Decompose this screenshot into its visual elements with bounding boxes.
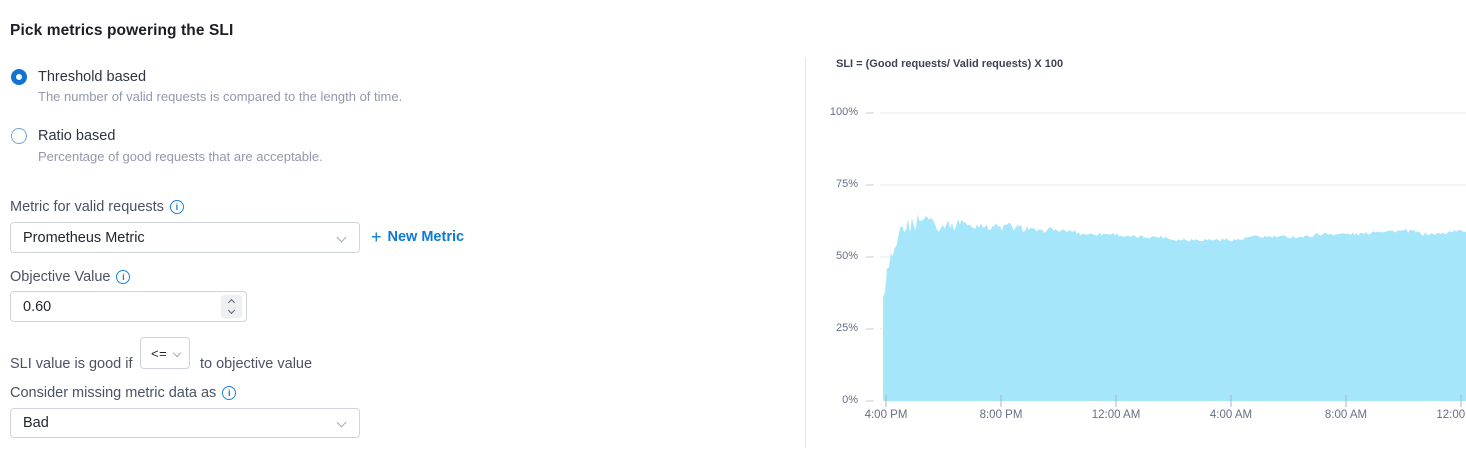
y-axis-tick-label: 100% — [829, 106, 858, 118]
missing-data-dropdown[interactable]: Bad — [10, 408, 360, 438]
x-axis-tick-label: 4:00 PM — [864, 409, 908, 421]
info-icon[interactable]: i — [222, 386, 237, 400]
stepper-up-icon[interactable] — [227, 298, 236, 307]
missing-data-field-label: Consider missing metric data as i — [10, 385, 237, 401]
operator-value: <= — [151, 345, 168, 361]
y-axis-tick-label: 75% — [835, 178, 858, 190]
y-axis-tick-label: 0% — [842, 394, 858, 406]
number-stepper[interactable] — [221, 295, 242, 318]
plus-icon: + — [371, 227, 382, 247]
new-metric-button[interactable]: + New Metric — [371, 227, 465, 247]
operator-select[interactable]: <= — [140, 337, 190, 369]
objective-field-label: Objective Value i — [10, 269, 131, 285]
stepper-down-icon[interactable] — [227, 306, 236, 315]
missing-data-dropdown-value: Bad — [23, 415, 49, 431]
radio-unselected-icon[interactable] — [11, 128, 27, 144]
radio-desc-threshold: The number of valid requests is compared… — [38, 89, 403, 104]
chevron-down-icon — [336, 417, 347, 428]
radio-option-threshold-based[interactable]: Threshold based — [11, 69, 146, 85]
objective-value-input[interactable] — [10, 291, 247, 322]
x-axis-tick-label: 8:00 AM — [1324, 409, 1368, 421]
radio-label-ratio[interactable]: Ratio based — [38, 128, 116, 144]
radio-label-threshold[interactable]: Threshold based — [38, 69, 147, 85]
page-title: Pick metrics powering the SLI — [10, 22, 234, 39]
metric-field-label-text: Metric for valid requests — [10, 199, 164, 215]
metric-field-label: Metric for valid requests i — [10, 199, 184, 215]
missing-data-label-text: Consider missing metric data as — [10, 385, 217, 401]
info-icon[interactable]: i — [116, 270, 131, 284]
objective-field-label-text: Objective Value — [10, 269, 111, 285]
y-axis-tick-label: 50% — [835, 250, 858, 262]
radio-desc-ratio: Percentage of good requests that are acc… — [38, 149, 323, 164]
sli-area-chart — [866, 112, 1466, 407]
good-if-prefix-text: SLI value is good if — [10, 356, 133, 372]
radio-option-ratio-based[interactable]: Ratio based — [11, 128, 115, 144]
chart-title: SLI = (Good requests/ Valid requests) X … — [836, 58, 1064, 70]
x-axis-tick-label: 4:00 AM — [1209, 409, 1253, 421]
chevron-down-icon — [172, 348, 182, 358]
metric-dropdown[interactable]: Prometheus Metric — [10, 222, 360, 253]
x-axis-tick-label: 8:00 PM — [979, 409, 1023, 421]
good-if-suffix-text: to objective value — [200, 356, 313, 372]
chevron-down-icon — [336, 232, 347, 243]
vertical-divider — [805, 58, 806, 448]
radio-selected-icon[interactable] — [11, 69, 27, 85]
y-axis-tick-label: 25% — [835, 322, 858, 334]
info-icon[interactable]: i — [169, 200, 184, 214]
x-axis-tick-label: 12:00 PM — [1436, 409, 1466, 421]
new-metric-label: New Metric — [387, 229, 465, 245]
metric-dropdown-value: Prometheus Metric — [23, 229, 145, 246]
x-axis-tick-label: 12:00 AM — [1091, 409, 1141, 421]
